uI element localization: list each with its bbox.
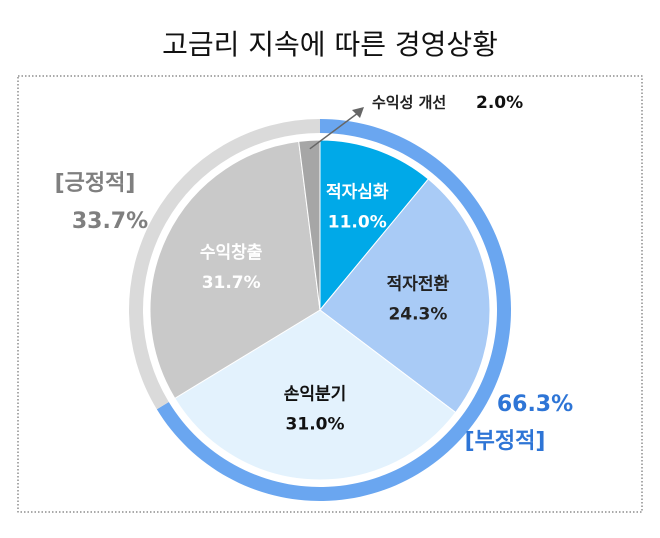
slice-label: 적자심화 xyxy=(326,183,389,203)
pie-slice xyxy=(174,309,457,481)
group-name: [부정적] xyxy=(465,429,546,454)
chart-title: 고금리 지속에 따른 경영상황 xyxy=(162,28,498,61)
pie-slice xyxy=(319,139,430,312)
group-value: 33.7% xyxy=(72,209,148,234)
slice-value: 31.0% xyxy=(286,414,345,434)
slice-label: 손익분기 xyxy=(284,384,347,404)
leader-arrow xyxy=(352,107,364,118)
pie-slice xyxy=(149,140,321,400)
slice-label: 수익성 개선 xyxy=(372,94,446,112)
slice-value: 24.3% xyxy=(388,305,447,325)
slice-value: 31.7% xyxy=(202,273,261,293)
slice-label: 수익창출 xyxy=(200,243,263,263)
pie-slice xyxy=(319,178,491,414)
frame xyxy=(17,75,643,513)
slice-value: 2.0% xyxy=(476,93,523,113)
group-name: [긍정적] xyxy=(55,171,136,196)
group-ring xyxy=(128,119,320,410)
leader-line xyxy=(309,109,363,150)
pie-slice xyxy=(298,139,321,311)
slice-label: 적자전환 xyxy=(387,275,450,295)
group-value: 66.3% xyxy=(497,392,573,417)
slice-value: 11.0% xyxy=(328,213,387,233)
